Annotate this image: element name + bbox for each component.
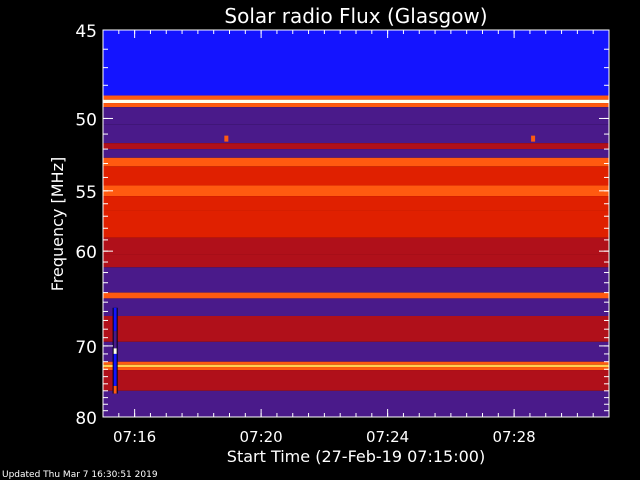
spectrogram-heatmap — [103, 30, 609, 417]
chart-title: Solar radio Flux (Glasgow) — [224, 4, 487, 28]
x-tick-label: 07:28 — [493, 428, 536, 446]
frequency-band — [103, 107, 609, 125]
y-tick-label: 80 — [75, 409, 97, 429]
frequency-band — [103, 341, 609, 362]
frequency-band — [103, 364, 609, 368]
frequency-band — [103, 367, 609, 371]
y-tick-label: 70 — [75, 338, 97, 358]
signal-spot — [531, 135, 536, 142]
frequency-band — [103, 124, 609, 144]
y-tick-label: 50 — [75, 110, 97, 130]
streak-segment — [113, 353, 117, 386]
frequency-band — [103, 370, 609, 391]
frequency-band — [103, 237, 609, 255]
frequency-band — [103, 292, 609, 299]
frequency-band — [103, 143, 609, 150]
frequency-band — [103, 30, 609, 96]
frequency-band — [103, 149, 609, 158]
frequency-band — [103, 210, 609, 238]
y-tick-label: 55 — [75, 183, 97, 203]
frequency-band — [103, 157, 609, 167]
frequency-band — [103, 99, 609, 104]
x-tick-label: 07:20 — [240, 428, 283, 446]
frequency-band — [103, 298, 609, 316]
frequency-band — [103, 103, 609, 108]
frequency-band — [103, 361, 609, 365]
frequency-band — [103, 315, 609, 342]
streak-segment — [113, 385, 117, 394]
frequency-band — [103, 196, 609, 211]
x-tick-label: 07:24 — [366, 428, 409, 446]
frequency-band — [103, 95, 609, 100]
frequency-band — [103, 267, 609, 293]
streak-segment — [113, 307, 117, 331]
x-axis-label: Start Time (27-Feb-19 07:15:00) — [227, 447, 485, 466]
updated-timestamp: Updated Thu Mar 7 16:30:51 2019 — [2, 470, 158, 480]
signal-spot — [224, 135, 229, 142]
frequency-band — [103, 390, 609, 417]
streak-segment — [113, 348, 117, 354]
chart-axes: 07:16 07:20 07:24 07:28 45 50 55 60 70 80 — [75, 22, 610, 446]
y-tick-label: 60 — [75, 243, 97, 263]
y-tick-label: 45 — [75, 22, 97, 42]
streak-segment — [113, 330, 117, 349]
frequency-band — [103, 166, 609, 186]
frequency-band — [103, 185, 609, 197]
y-axis-label: Frequency [MHz] — [48, 157, 67, 291]
x-tick-label: 07:16 — [113, 428, 156, 446]
frequency-band — [103, 254, 609, 268]
